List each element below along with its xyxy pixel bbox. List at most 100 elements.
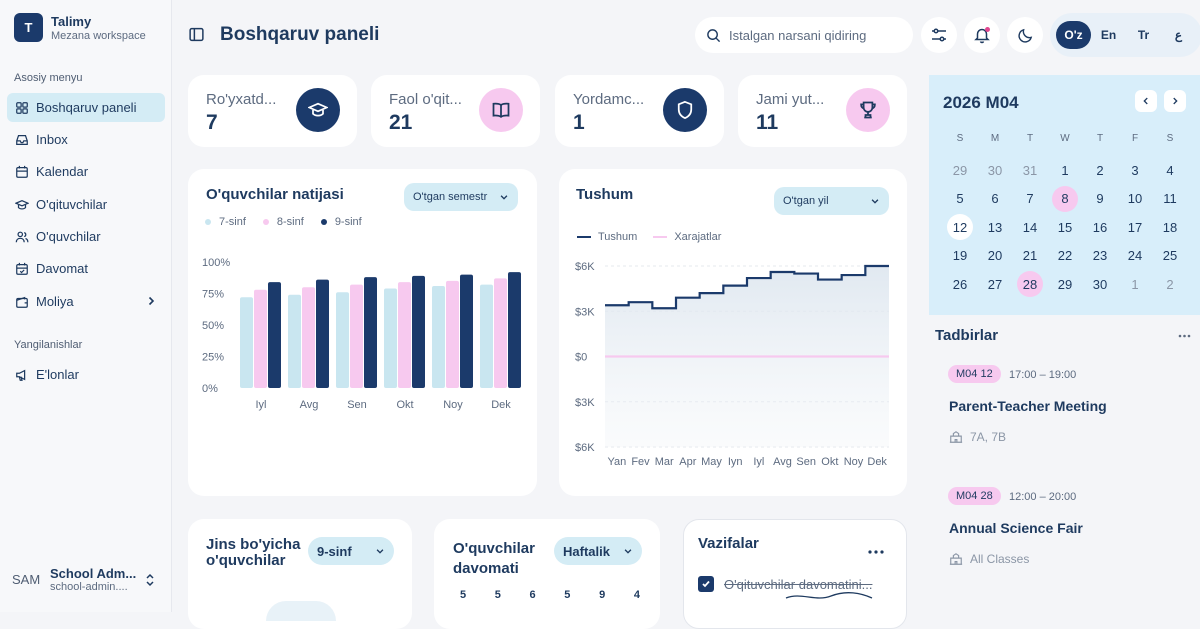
sidebar: T Talimy Mezana workspace Asosiy menyu B… — [0, 0, 172, 612]
bar-9-sinf — [268, 282, 281, 388]
calendar-day[interactable]: 15 — [1057, 219, 1073, 235]
calendar-day[interactable]: 22 — [1057, 248, 1073, 263]
event-classes: All Classes — [949, 552, 1029, 566]
calendar-day[interactable]: 3 — [1131, 162, 1139, 178]
bar-8-sinf — [398, 282, 411, 388]
calendar-day[interactable]: 6 — [991, 191, 999, 206]
bar-7-sinf — [480, 284, 493, 388]
chevron-down-icon — [871, 199, 879, 204]
brand-name: Talimy — [51, 13, 92, 29]
calendar-day[interactable]: 12 — [947, 214, 973, 240]
calendar-day[interactable]: 29 — [952, 162, 968, 178]
notifications-button[interactable] — [964, 17, 1000, 53]
sidebar-item-finance[interactable]: Moliya — [7, 287, 165, 316]
brand[interactable]: T Talimy Mezana workspace — [14, 13, 146, 42]
bar-8-sinf — [446, 280, 459, 388]
income-title: Tushum — [576, 186, 634, 203]
stat-card-enrolled[interactable]: Ro'yxatd... 7 — [188, 75, 357, 147]
search-input[interactable]: Istalgan narsani qidiring — [695, 17, 913, 53]
stat-card-achievements[interactable]: Jami yut... 11 — [738, 75, 907, 147]
bar-9-sinf — [364, 277, 377, 388]
calendar-day[interactable]: 30 — [987, 162, 1003, 178]
sidebar-item-teachers[interactable]: O'qituvchilar — [7, 190, 165, 219]
user-menu[interactable]: SAM School Adm... school-admin.... — [12, 566, 162, 593]
series-line-Tushum — [605, 264, 889, 310]
school-icon — [949, 553, 963, 565]
calendar-day[interactable]: 23 — [1092, 248, 1108, 263]
sidebar-item-dashboard[interactable]: Boshqaruv paneli — [7, 93, 165, 122]
more-icon[interactable] — [1178, 334, 1191, 338]
calendar-icon — [16, 165, 28, 178]
y-tick-label: 75% — [202, 289, 224, 301]
event-date-tag: M04 12 — [948, 365, 1001, 383]
results-period-select[interactable]: O'tgan semestr — [404, 183, 518, 211]
calendar-day[interactable]: 2 — [1096, 162, 1104, 178]
x-tick-label: Noy — [844, 456, 864, 468]
x-tick-label: Dek — [491, 399, 511, 411]
weekday-label: F — [1131, 133, 1139, 144]
task-item[interactable]: O'qituvchilar davomatini... — [698, 576, 872, 592]
event-time: 17:00 – 19:00 — [1009, 369, 1077, 381]
calendar-day[interactable]: 27 — [987, 276, 1003, 292]
theme-toggle-button[interactable] — [1007, 17, 1043, 53]
attendance-value: 5 — [494, 589, 501, 601]
event-date-tag: M04 28 — [948, 487, 1001, 505]
lang-ar[interactable]: ع — [1174, 28, 1183, 42]
moon-icon — [1017, 28, 1032, 43]
calendar-day[interactable]: 16 — [1092, 219, 1108, 235]
y-tick-label: 25% — [202, 352, 224, 364]
calendar-day[interactable]: 1 — [1131, 276, 1139, 292]
calendar-day[interactable]: 14 — [1022, 219, 1038, 235]
calendar-day[interactable]: 11 — [1163, 191, 1177, 206]
calendar-day[interactable]: 19 — [952, 248, 968, 263]
calendar-day[interactable]: 31 — [1022, 162, 1038, 178]
stat-value: 11 — [756, 111, 779, 134]
calendar-day[interactable]: 30 — [1092, 276, 1108, 292]
calendar-day[interactable]: 26 — [952, 276, 968, 292]
sidebar-item-inbox[interactable]: Inbox — [7, 125, 165, 154]
more-icon[interactable] — [868, 550, 884, 554]
y-tick-label: 50% — [202, 320, 224, 332]
sidebar-item-students[interactable]: O'quvchilar — [7, 222, 165, 251]
calendar-day[interactable]: 7 — [1026, 191, 1034, 206]
legend-8-sinf: 8-sinf — [276, 216, 304, 228]
calendar-day[interactable]: 2 — [1166, 276, 1174, 292]
lang-en[interactable]: En — [1100, 28, 1117, 42]
task-checkbox[interactable] — [698, 576, 714, 592]
calendar-day[interactable]: 9 — [1096, 191, 1104, 206]
lang-tr[interactable]: Tr — [1137, 28, 1150, 42]
calendar-day[interactable]: 1 — [1061, 162, 1069, 178]
calendar-day[interactable]: 4 — [1166, 162, 1174, 178]
calendar-day[interactable]: 17 — [1127, 219, 1143, 235]
stat-card-active-teachers[interactable]: Faol o'qit... 21 — [371, 75, 540, 147]
attendance-period-select[interactable]: Haftalik — [554, 537, 642, 565]
calendar-day[interactable]: 8 — [1052, 185, 1078, 212]
event-card[interactable]: M04 12 17:00 – 19:00 Parent-Teacher Meet… — [935, 352, 1197, 460]
gender-class-select[interactable]: 9-sinf — [308, 537, 394, 565]
sidebar-item-calendar[interactable]: Kalendar — [7, 157, 165, 186]
calendar-day[interactable]: 20 — [987, 248, 1003, 263]
event-card[interactable]: M04 28 12:00 – 20:00 Annual Science Fair… — [935, 474, 1197, 582]
calendar-day[interactable]: 10 — [1127, 191, 1143, 206]
sidebar-toggle-icon[interactable] — [188, 26, 205, 43]
calendar-day[interactable]: 25 — [1162, 248, 1178, 263]
calendar-prev-button[interactable] — [1135, 90, 1157, 112]
lang-uz[interactable]: O'z — [1056, 21, 1091, 49]
calendar-day[interactable]: 18 — [1162, 219, 1178, 235]
calendar-day[interactable]: 5 — [956, 191, 964, 206]
calendar-day[interactable]: 13 — [987, 219, 1003, 235]
calendar-day[interactable]: 24 — [1127, 248, 1143, 263]
sidebar-item-attendance[interactable]: Davomat — [7, 254, 165, 283]
sidebar-item-announcements[interactable]: E'lonlar — [7, 360, 165, 389]
calendar-day[interactable]: 28 — [1017, 271, 1043, 297]
income-period-select[interactable]: O'tgan yil — [774, 187, 889, 215]
calendar-next-button[interactable] — [1164, 90, 1186, 112]
calendar-day[interactable]: 21 — [1022, 248, 1038, 263]
graduation-cap-icon — [296, 88, 340, 132]
attendance-value: 5 — [460, 589, 467, 601]
bar-8-sinf — [254, 289, 267, 388]
filters-button[interactable] — [921, 17, 957, 53]
sidebar-item-label: Kalendar — [36, 164, 89, 179]
calendar-day[interactable]: 29 — [1057, 276, 1073, 292]
stat-card-assistants[interactable]: Yordamc... 1 — [555, 75, 724, 147]
